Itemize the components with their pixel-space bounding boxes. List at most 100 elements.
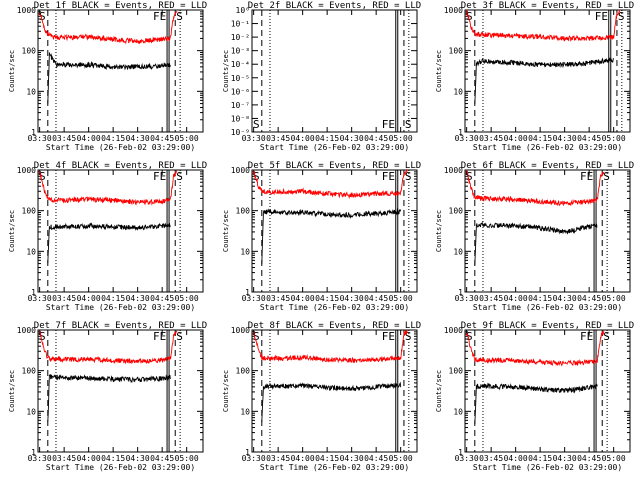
marker-label: S bbox=[253, 330, 260, 343]
marker-label: FE bbox=[580, 170, 593, 183]
y-tick-label: 1000 bbox=[444, 326, 463, 335]
marker-label: S bbox=[253, 170, 260, 183]
y-tick-label: 10⁻⁶ bbox=[231, 87, 250, 96]
x-tick-label: 03:30 bbox=[455, 454, 479, 463]
lld-series-line bbox=[39, 170, 178, 206]
x-tick-label: 05:00 bbox=[175, 454, 199, 463]
panel-title: Det 3f BLACK = Events, RED = LLD bbox=[461, 1, 634, 11]
panel-title: Det 1f BLACK = Events, RED = LLD bbox=[34, 1, 207, 11]
panel-title: Det 2f BLACK = Events, RED = LLD bbox=[248, 1, 421, 11]
plot-frame bbox=[251, 329, 418, 453]
x-tick-label: 04:30 bbox=[340, 134, 364, 143]
plot-frame bbox=[251, 9, 418, 133]
x-tick-label: 04:30 bbox=[126, 134, 150, 143]
y-tick-label: 10⁻⁵ bbox=[231, 74, 250, 83]
y-tick-label: 1000 bbox=[231, 166, 250, 175]
y-tick-label: 1 bbox=[458, 128, 463, 137]
marker-label: FE bbox=[382, 330, 395, 343]
x-tick-label: 04:15 bbox=[315, 294, 339, 303]
y-tick-label: 100 bbox=[449, 367, 464, 376]
x-tick-label: 03:45 bbox=[479, 454, 503, 463]
x-tick-label: 04:15 bbox=[315, 134, 339, 143]
x-tick-label: 03:30 bbox=[28, 454, 52, 463]
plot-frame bbox=[464, 169, 631, 293]
y-axis-label: Counts/sec bbox=[435, 50, 443, 92]
y-tick-label: 1 bbox=[458, 288, 463, 297]
x-tick-label: 04:00 bbox=[291, 134, 315, 143]
plot-frame bbox=[464, 9, 631, 133]
marker-label: FE bbox=[153, 170, 166, 183]
panel-4: Det 4f BLACK = Events, RED = LLD 1 10 100 10… bbox=[8, 161, 207, 312]
x-tick-label: 04:30 bbox=[340, 294, 364, 303]
y-tick-label: 100 bbox=[22, 207, 37, 216]
events-series-line bbox=[474, 381, 598, 425]
x-tick-label: 04:30 bbox=[126, 294, 150, 303]
marker-label: S bbox=[466, 10, 473, 23]
panel-3: Det 3f BLACK = Events, RED = LLD 1 10 100 10… bbox=[435, 1, 634, 152]
x-tick-label: 04:30 bbox=[553, 454, 577, 463]
lld-series-line bbox=[39, 330, 178, 365]
x-tick-label: 04:15 bbox=[528, 134, 552, 143]
marker-label: S bbox=[466, 330, 473, 343]
marker-label: FE bbox=[382, 118, 395, 131]
x-axis-label: Start Time (26-Feb-02 03:29:00) bbox=[473, 303, 622, 312]
x-tick-label: 03:45 bbox=[479, 294, 503, 303]
x-tick-label: 04:00 bbox=[504, 454, 528, 463]
y-tick-label: 1000 bbox=[444, 6, 463, 15]
x-tick-label: 03:30 bbox=[455, 294, 479, 303]
y-axis-label: Counts/sec bbox=[435, 370, 443, 412]
x-tick-label: 04:00 bbox=[77, 134, 101, 143]
y-tick-label: 1000 bbox=[231, 326, 250, 335]
x-tick-label: 04:00 bbox=[291, 454, 315, 463]
y-tick-label: 10⁻¹ bbox=[231, 20, 250, 29]
y-tick-label: 100 bbox=[236, 207, 251, 216]
marker-label: S bbox=[253, 118, 260, 131]
x-tick-label: 04:00 bbox=[77, 454, 101, 463]
marker-label: S bbox=[39, 330, 46, 343]
y-tick-label: 1 bbox=[31, 448, 36, 457]
x-tick-label: 03:45 bbox=[52, 454, 76, 463]
plot-frame bbox=[37, 9, 204, 133]
x-tick-label: 05:00 bbox=[175, 134, 199, 143]
x-tick-label: 04:15 bbox=[528, 294, 552, 303]
x-tick-label: 03:45 bbox=[479, 134, 503, 143]
x-tick-label: 03:45 bbox=[52, 134, 76, 143]
panel-8: Det 8f BLACK = Events, RED = LLD 1 10 100 10… bbox=[222, 321, 421, 472]
marker-label: FE bbox=[153, 330, 166, 343]
lld-series-line bbox=[466, 330, 605, 367]
events-series-line bbox=[47, 52, 171, 104]
x-tick-label: 04:15 bbox=[315, 454, 339, 463]
lld-series-line bbox=[466, 169, 605, 207]
panel-title: Det 6f BLACK = Events, RED = LLD bbox=[461, 161, 634, 171]
panel-title: Det 5f BLACK = Events, RED = LLD bbox=[248, 161, 421, 171]
y-tick-label: 1 bbox=[458, 448, 463, 457]
marker-label: S bbox=[603, 170, 610, 183]
y-tick-label: 1 bbox=[31, 128, 36, 137]
x-tick-label: 03:30 bbox=[455, 134, 479, 143]
panel-9: Det 9f BLACK = Events, RED = LLD 1 10 100 10… bbox=[435, 321, 634, 472]
x-tick-label: 04:45 bbox=[577, 134, 601, 143]
y-tick-label: 1 bbox=[245, 448, 250, 457]
plot-frame bbox=[37, 169, 204, 293]
marker-label: FE bbox=[580, 330, 593, 343]
x-tick-label: 04:45 bbox=[150, 454, 174, 463]
marker-label: S bbox=[176, 170, 183, 183]
y-axis-label: Counts/sec bbox=[8, 210, 16, 252]
x-tick-label: 04:00 bbox=[77, 294, 101, 303]
events-series-line bbox=[47, 222, 171, 264]
marker-label: S bbox=[466, 170, 473, 183]
panel-1: Det 1f BLACK = Events, RED = LLD 1 10 100 10… bbox=[8, 1, 207, 152]
x-axis-label: Start Time (26-Feb-02 03:29:00) bbox=[260, 463, 409, 472]
y-tick-label: 10⁻⁴ bbox=[231, 60, 250, 69]
panel-title: Det 9f BLACK = Events, RED = LLD bbox=[461, 321, 634, 331]
panel-7: Det 7f BLACK = Events, RED = LLD 1 10 100 10… bbox=[8, 321, 207, 472]
y-tick-label: 1000 bbox=[444, 166, 463, 175]
marker-label: S bbox=[618, 10, 625, 23]
x-tick-label: 04:45 bbox=[364, 294, 388, 303]
y-tick-label: 1000 bbox=[17, 326, 36, 335]
marker-label: S bbox=[176, 10, 183, 23]
x-tick-label: 04:45 bbox=[364, 134, 388, 143]
marker-label: S bbox=[603, 330, 610, 343]
y-tick-label: 1000 bbox=[17, 6, 36, 15]
panel-title: Det 8f BLACK = Events, RED = LLD bbox=[248, 321, 421, 331]
